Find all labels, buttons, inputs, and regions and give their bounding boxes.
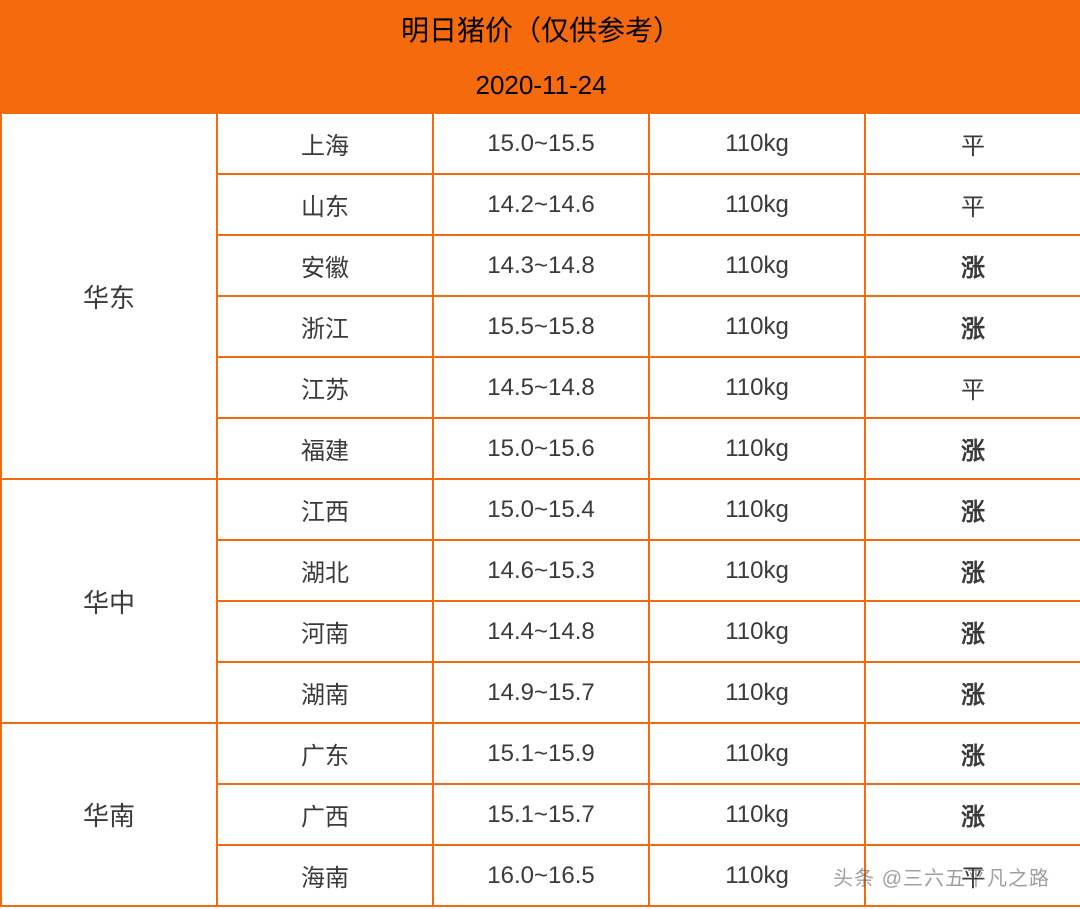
price-cell: 15.0~15.6: [433, 418, 649, 479]
weight-cell: 110kg: [649, 845, 865, 906]
price-cell: 14.6~15.3: [433, 540, 649, 601]
region-cell: 华中: [1, 479, 217, 723]
province-cell: 海南: [217, 845, 433, 906]
table-row: 华中江西15.0~15.4110kg涨: [1, 479, 1080, 540]
weight-cell: 110kg: [649, 723, 865, 784]
price-cell: 14.2~14.6: [433, 174, 649, 235]
trend-cell: 涨: [865, 784, 1080, 845]
weight-cell: 110kg: [649, 235, 865, 296]
weight-cell: 110kg: [649, 357, 865, 418]
weight-cell: 110kg: [649, 113, 865, 174]
table-body: 华东上海15.0~15.5110kg平山东14.2~14.6110kg平安徽14…: [1, 113, 1080, 906]
price-cell: 16.0~16.5: [433, 845, 649, 906]
trend-cell: 涨: [865, 235, 1080, 296]
trend-cell: 涨: [865, 601, 1080, 662]
province-cell: 河南: [217, 601, 433, 662]
weight-cell: 110kg: [649, 662, 865, 723]
trend-cell: 涨: [865, 723, 1080, 784]
price-cell: 15.0~15.5: [433, 113, 649, 174]
weight-cell: 110kg: [649, 418, 865, 479]
price-cell: 14.5~14.8: [433, 357, 649, 418]
trend-cell: 涨: [865, 479, 1080, 540]
weight-cell: 110kg: [649, 601, 865, 662]
price-cell: 14.4~14.8: [433, 601, 649, 662]
price-cell: 15.0~15.4: [433, 479, 649, 540]
province-cell: 广西: [217, 784, 433, 845]
province-cell: 江西: [217, 479, 433, 540]
region-cell: 华南: [1, 723, 217, 906]
province-cell: 湖南: [217, 662, 433, 723]
price-cell: 14.3~14.8: [433, 235, 649, 296]
weight-cell: 110kg: [649, 479, 865, 540]
price-cell: 15.5~15.8: [433, 296, 649, 357]
table-row: 华南广东15.1~15.9110kg涨: [1, 723, 1080, 784]
table-title: 明日猪价（仅供参考）: [1, 1, 1080, 57]
trend-cell: 平: [865, 174, 1080, 235]
trend-cell: 涨: [865, 418, 1080, 479]
pig-price-table: 明日猪价（仅供参考） 2020-11-24 华东上海15.0~15.5110kg…: [0, 0, 1080, 907]
table-date: 2020-11-24: [1, 57, 1080, 113]
trend-cell: 平: [865, 845, 1080, 906]
trend-cell: 平: [865, 113, 1080, 174]
province-cell: 福建: [217, 418, 433, 479]
trend-cell: 平: [865, 357, 1080, 418]
region-cell: 华东: [1, 113, 217, 479]
province-cell: 浙江: [217, 296, 433, 357]
weight-cell: 110kg: [649, 174, 865, 235]
price-cell: 15.1~15.7: [433, 784, 649, 845]
province-cell: 安徽: [217, 235, 433, 296]
trend-cell: 涨: [865, 296, 1080, 357]
province-cell: 湖北: [217, 540, 433, 601]
trend-cell: 涨: [865, 540, 1080, 601]
weight-cell: 110kg: [649, 296, 865, 357]
weight-cell: 110kg: [649, 784, 865, 845]
province-cell: 江苏: [217, 357, 433, 418]
province-cell: 山东: [217, 174, 433, 235]
table-row: 华东上海15.0~15.5110kg平: [1, 113, 1080, 174]
province-cell: 广东: [217, 723, 433, 784]
price-cell: 15.1~15.9: [433, 723, 649, 784]
weight-cell: 110kg: [649, 540, 865, 601]
trend-cell: 涨: [865, 662, 1080, 723]
price-cell: 14.9~15.7: [433, 662, 649, 723]
province-cell: 上海: [217, 113, 433, 174]
